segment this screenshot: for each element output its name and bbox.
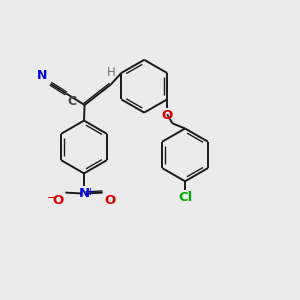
Text: −: − — [47, 191, 57, 204]
Text: N: N — [79, 187, 90, 200]
Text: C: C — [68, 95, 76, 108]
Text: Cl: Cl — [178, 191, 192, 204]
Text: O: O — [161, 109, 173, 122]
Text: O: O — [53, 194, 64, 207]
Text: H: H — [107, 66, 116, 79]
Text: +: + — [86, 187, 95, 197]
Text: O: O — [104, 194, 115, 207]
Text: N: N — [37, 70, 47, 83]
